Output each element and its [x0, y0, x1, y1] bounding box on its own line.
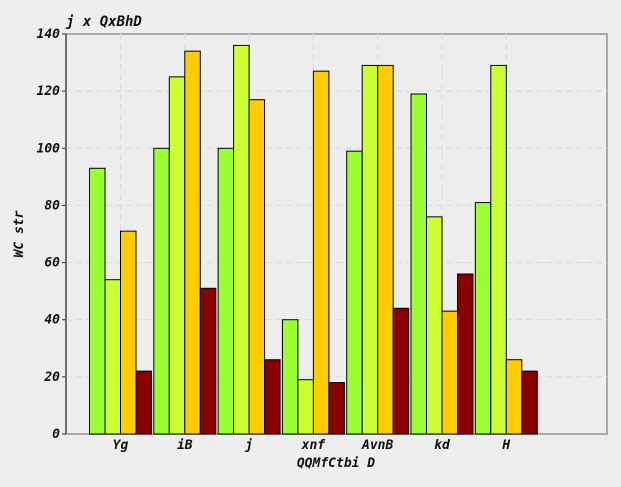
y-tick-label: 20	[43, 370, 60, 385]
x-tick-label: kd	[434, 438, 451, 453]
x-tick-label: AvnB	[361, 438, 393, 453]
x-tick-label: iB	[177, 438, 193, 453]
bar	[490, 64, 507, 435]
bar	[392, 307, 410, 435]
y-tick-label: 0	[52, 427, 60, 442]
y-tick-label: 120	[37, 84, 61, 99]
bar	[89, 167, 106, 435]
bar	[426, 216, 443, 435]
bar	[441, 310, 458, 435]
bar	[120, 230, 137, 435]
y-tick-label: 80	[44, 198, 60, 213]
bar	[281, 319, 299, 435]
y-tick-labels: 0 20 40 60 80 100 120 140	[37, 27, 61, 442]
x-tick-labels: Yg iB j xnf AvnB kd H	[113, 438, 511, 453]
bar	[297, 379, 314, 435]
bar	[135, 370, 152, 435]
bar	[346, 150, 363, 435]
bar	[361, 64, 379, 435]
x-axis-label: QQMfCtbi D	[297, 456, 375, 471]
bar	[457, 273, 474, 435]
y-tick-label: 40	[44, 313, 60, 328]
bar	[104, 279, 121, 435]
bar	[377, 64, 394, 435]
bar	[153, 147, 170, 435]
y-tick-label: 100	[37, 141, 61, 156]
bar	[199, 287, 217, 435]
x-tick-label: j	[244, 438, 253, 453]
bar	[474, 202, 492, 435]
bars	[89, 44, 538, 435]
bar	[312, 70, 330, 435]
bar	[217, 147, 235, 435]
y-tick-label: 140	[37, 27, 61, 42]
x-tick-label: Yg	[113, 438, 129, 453]
y-axis-label: WC str	[12, 210, 27, 257]
bar	[248, 99, 266, 435]
bar	[184, 50, 201, 435]
chart-title: j x QxBhD	[65, 14, 142, 30]
bar	[264, 359, 281, 435]
bar	[521, 370, 538, 435]
x-tick-label: H	[501, 438, 510, 453]
bar	[505, 359, 523, 435]
bar	[328, 382, 345, 435]
x-tick-label: xnf	[301, 438, 327, 453]
bar	[410, 93, 427, 435]
bar	[168, 76, 186, 435]
y-tick-label: 60	[44, 256, 60, 271]
bar	[233, 44, 250, 435]
